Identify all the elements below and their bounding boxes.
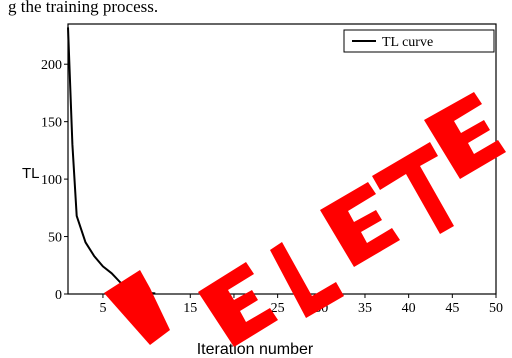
- plot-area: [67, 23, 497, 295]
- y-tick-label: 200: [41, 58, 62, 73]
- legend: TL curve: [343, 29, 495, 53]
- x-tick-label: 25: [271, 301, 285, 316]
- series-layer: [67, 27, 156, 295]
- y-tick-label: 150: [41, 116, 62, 131]
- legend-box: [343, 29, 495, 53]
- legend-label: TL curve: [382, 35, 433, 50]
- y-tick-label: 0: [55, 288, 62, 303]
- series-line-tl-curve: [67, 27, 156, 295]
- x-tick-label: 50: [489, 301, 503, 316]
- y-axis-label: TL: [22, 165, 40, 182]
- x-tick-label: 40: [402, 301, 416, 316]
- x-axis-label: Iteration number: [197, 341, 314, 358]
- x-tick-label: 5: [99, 301, 106, 316]
- x-tick-label: 15: [183, 301, 197, 316]
- delete-stamp: [104, 92, 506, 347]
- caption-fragment: g the training process.: [8, 0, 158, 16]
- y-axis: 0 50 100 150 200: [41, 58, 68, 303]
- y-tick-label: 50: [48, 231, 62, 246]
- y-tick-label: 100: [41, 173, 62, 188]
- x-tick-label: 45: [445, 301, 459, 316]
- x-tick-label: 35: [358, 301, 372, 316]
